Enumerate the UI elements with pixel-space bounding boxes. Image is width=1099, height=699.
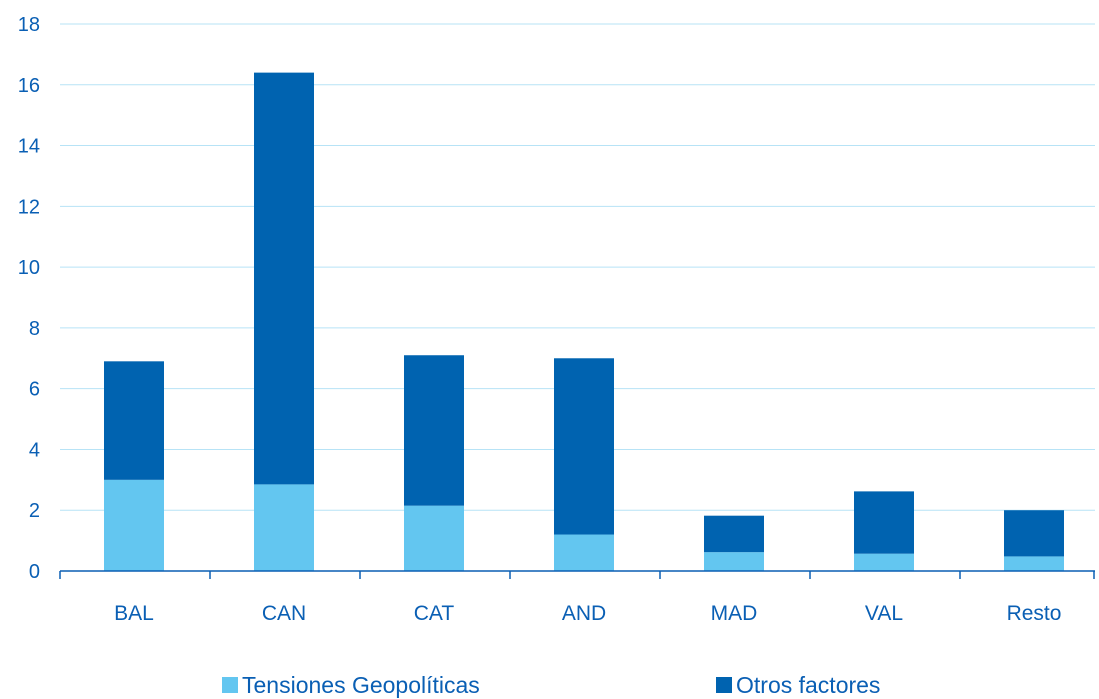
bars — [104, 72, 1064, 571]
x-axis — [59, 570, 1095, 579]
bar-bal-tensiones — [104, 479, 164, 571]
x-category-label: AND — [562, 602, 606, 625]
bar-resto-otros — [1004, 510, 1064, 557]
gridlines — [60, 23, 1095, 511]
y-tick-label: 6 — [29, 379, 40, 401]
y-tick-label: 16 — [18, 75, 40, 97]
bar-and-otros — [554, 358, 614, 535]
bar-mad-tensiones — [704, 552, 764, 571]
y-tick-label: 10 — [18, 257, 40, 279]
bar-bal-otros — [104, 361, 164, 480]
legend-swatch-tensiones — [222, 677, 238, 693]
bar-cat-tensiones — [404, 505, 464, 571]
bar-cat-otros — [404, 355, 464, 506]
bar-val-tensiones — [854, 553, 914, 571]
x-category-label: CAT — [414, 602, 455, 625]
bar-val-otros — [854, 491, 914, 554]
y-tick-label: 0 — [29, 561, 40, 583]
bar-can-tensiones — [254, 484, 314, 571]
y-tick-label: 4 — [29, 439, 40, 461]
x-category-label: BAL — [114, 602, 154, 625]
bar-can-otros — [254, 72, 314, 485]
legend-item-tensiones: Tensiones Geopolíticas — [222, 672, 480, 698]
x-category-label: VAL — [865, 602, 903, 625]
bar-and-tensiones — [554, 534, 614, 571]
y-tick-label: 12 — [18, 196, 40, 218]
y-axis-labels: 0 2 4 6 8 10 12 14 16 18 — [18, 14, 40, 583]
x-category-label: MAD — [711, 602, 758, 625]
x-category-label: CAN — [262, 602, 306, 625]
bar-mad-otros — [704, 515, 764, 553]
y-tick-label: 2 — [29, 500, 40, 522]
y-tick-label: 14 — [18, 136, 40, 158]
x-axis-labels: BAL CAN CAT AND MAD VAL Resto — [114, 602, 1061, 625]
legend-item-otros: Otros factores — [716, 672, 880, 698]
legend-swatch-otros — [716, 677, 732, 693]
bar-resto-tensiones — [1004, 556, 1064, 571]
legend-label-otros: Otros factores — [736, 671, 881, 698]
y-tick-label: 18 — [18, 14, 40, 36]
y-tick-label: 8 — [29, 318, 40, 340]
x-category-label: Resto — [1007, 602, 1062, 625]
legend-label-tensiones: Tensiones Geopolíticas — [242, 671, 480, 698]
